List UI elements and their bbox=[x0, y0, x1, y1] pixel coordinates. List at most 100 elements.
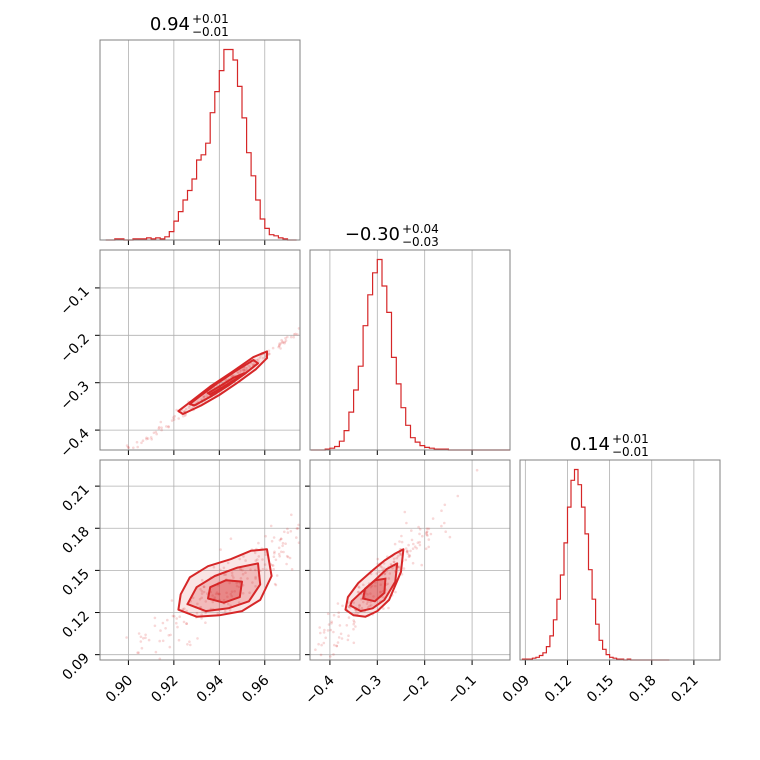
scatter-point bbox=[346, 638, 350, 642]
scatter-point bbox=[165, 425, 168, 428]
scatter-point bbox=[425, 532, 428, 535]
scatter-point bbox=[286, 527, 289, 531]
scatter-point bbox=[230, 595, 234, 598]
scatter-point bbox=[399, 552, 402, 555]
scatter-point bbox=[347, 634, 350, 637]
scatter-point bbox=[288, 556, 292, 560]
scatter-point bbox=[261, 558, 264, 561]
scatter-point bbox=[314, 648, 317, 651]
scatter-point bbox=[296, 527, 300, 530]
panel-title-2: 0.14 bbox=[570, 434, 610, 455]
scatter-point bbox=[295, 527, 299, 530]
scatter-point bbox=[426, 534, 429, 537]
tick-label-y: 0.15 bbox=[59, 566, 92, 599]
scatter-point bbox=[448, 535, 452, 539]
scatter-point bbox=[360, 606, 364, 610]
scatter-point bbox=[289, 335, 293, 339]
scatter-point bbox=[245, 366, 249, 370]
scatter-point bbox=[395, 556, 399, 560]
scatter-point bbox=[358, 604, 361, 608]
scatter-point bbox=[327, 623, 331, 626]
scatter-point bbox=[379, 565, 382, 568]
scatter-point bbox=[398, 540, 401, 543]
scatter-point bbox=[170, 419, 174, 422]
scatter-point bbox=[347, 605, 350, 608]
scatter-point bbox=[187, 406, 191, 409]
panel-2d-1-2 bbox=[309, 459, 511, 661]
scatter-point bbox=[369, 592, 372, 595]
scatter-point bbox=[223, 573, 226, 576]
scatter-point bbox=[202, 590, 206, 594]
scatter-point bbox=[247, 364, 250, 367]
scatter-point bbox=[368, 604, 372, 608]
contour-inner bbox=[207, 372, 246, 396]
scatter-point bbox=[279, 347, 282, 350]
scatter-point bbox=[178, 615, 181, 618]
scatter-point bbox=[269, 524, 273, 528]
scatter-point bbox=[200, 617, 203, 620]
scatter-point bbox=[336, 602, 340, 605]
scatter-point bbox=[172, 418, 176, 421]
scatter-point bbox=[223, 379, 227, 383]
panel-hist-1 bbox=[309, 249, 511, 451]
scatter-point bbox=[255, 358, 259, 362]
histogram-2 bbox=[521, 468, 670, 661]
scatter-point bbox=[284, 336, 287, 340]
scatter-point bbox=[258, 356, 262, 359]
scatter-point bbox=[149, 436, 153, 439]
panel-2d-0-1 bbox=[99, 249, 301, 451]
scatter-point bbox=[242, 369, 245, 372]
scatter-point bbox=[443, 503, 447, 507]
scatter-point bbox=[337, 636, 341, 639]
scatter-point bbox=[242, 368, 245, 372]
scatter-point bbox=[239, 577, 243, 580]
scatter-point bbox=[296, 333, 299, 336]
scatter-point bbox=[352, 627, 355, 631]
scatter-point bbox=[173, 414, 176, 418]
tick-label-x: 0.96 bbox=[239, 672, 272, 705]
scatter-point bbox=[383, 572, 387, 576]
scatter-point bbox=[145, 437, 148, 441]
scatter-point bbox=[289, 530, 293, 533]
scatter-point bbox=[352, 619, 356, 622]
scatter-point bbox=[203, 394, 206, 398]
scatter-point bbox=[184, 407, 188, 411]
scatter-point bbox=[167, 634, 171, 637]
scatter-point bbox=[142, 637, 145, 640]
scatter-point bbox=[407, 543, 410, 547]
scatter-point bbox=[272, 555, 276, 558]
scatter-point bbox=[366, 600, 370, 604]
scatter-point bbox=[135, 440, 139, 444]
contour-mid bbox=[186, 562, 262, 613]
scatter-point bbox=[243, 368, 247, 372]
scatter-point bbox=[278, 538, 282, 542]
tick-label-y: −0.2 bbox=[57, 331, 92, 366]
scatter-point bbox=[352, 622, 356, 626]
panel-title-plus-2: +0.01 bbox=[612, 432, 649, 446]
scatter-point bbox=[339, 632, 343, 636]
scatter-point bbox=[136, 445, 139, 449]
scatter-point bbox=[405, 521, 408, 525]
scatter-point bbox=[246, 577, 249, 580]
scatter-point bbox=[146, 437, 150, 440]
scatter-point bbox=[185, 622, 188, 625]
scatter-point bbox=[322, 641, 326, 645]
scatter-point bbox=[217, 592, 221, 596]
scatter-point bbox=[411, 547, 415, 550]
scatter-point bbox=[228, 608, 232, 612]
scatter-point bbox=[185, 622, 188, 625]
scatter-point bbox=[329, 655, 332, 658]
scatter-point bbox=[292, 335, 296, 339]
scatter-point bbox=[137, 651, 140, 654]
scatter-point bbox=[254, 577, 257, 580]
scatter-point bbox=[372, 595, 375, 598]
scatter-point bbox=[280, 338, 283, 342]
scatter-point bbox=[425, 527, 429, 530]
scatter-point bbox=[200, 613, 203, 616]
scatter-point bbox=[158, 639, 161, 643]
scatter-point bbox=[198, 597, 202, 601]
scatter-point bbox=[157, 427, 161, 430]
scatter-point bbox=[251, 363, 255, 366]
scatter-point bbox=[444, 530, 448, 533]
scatter-point bbox=[456, 494, 460, 498]
